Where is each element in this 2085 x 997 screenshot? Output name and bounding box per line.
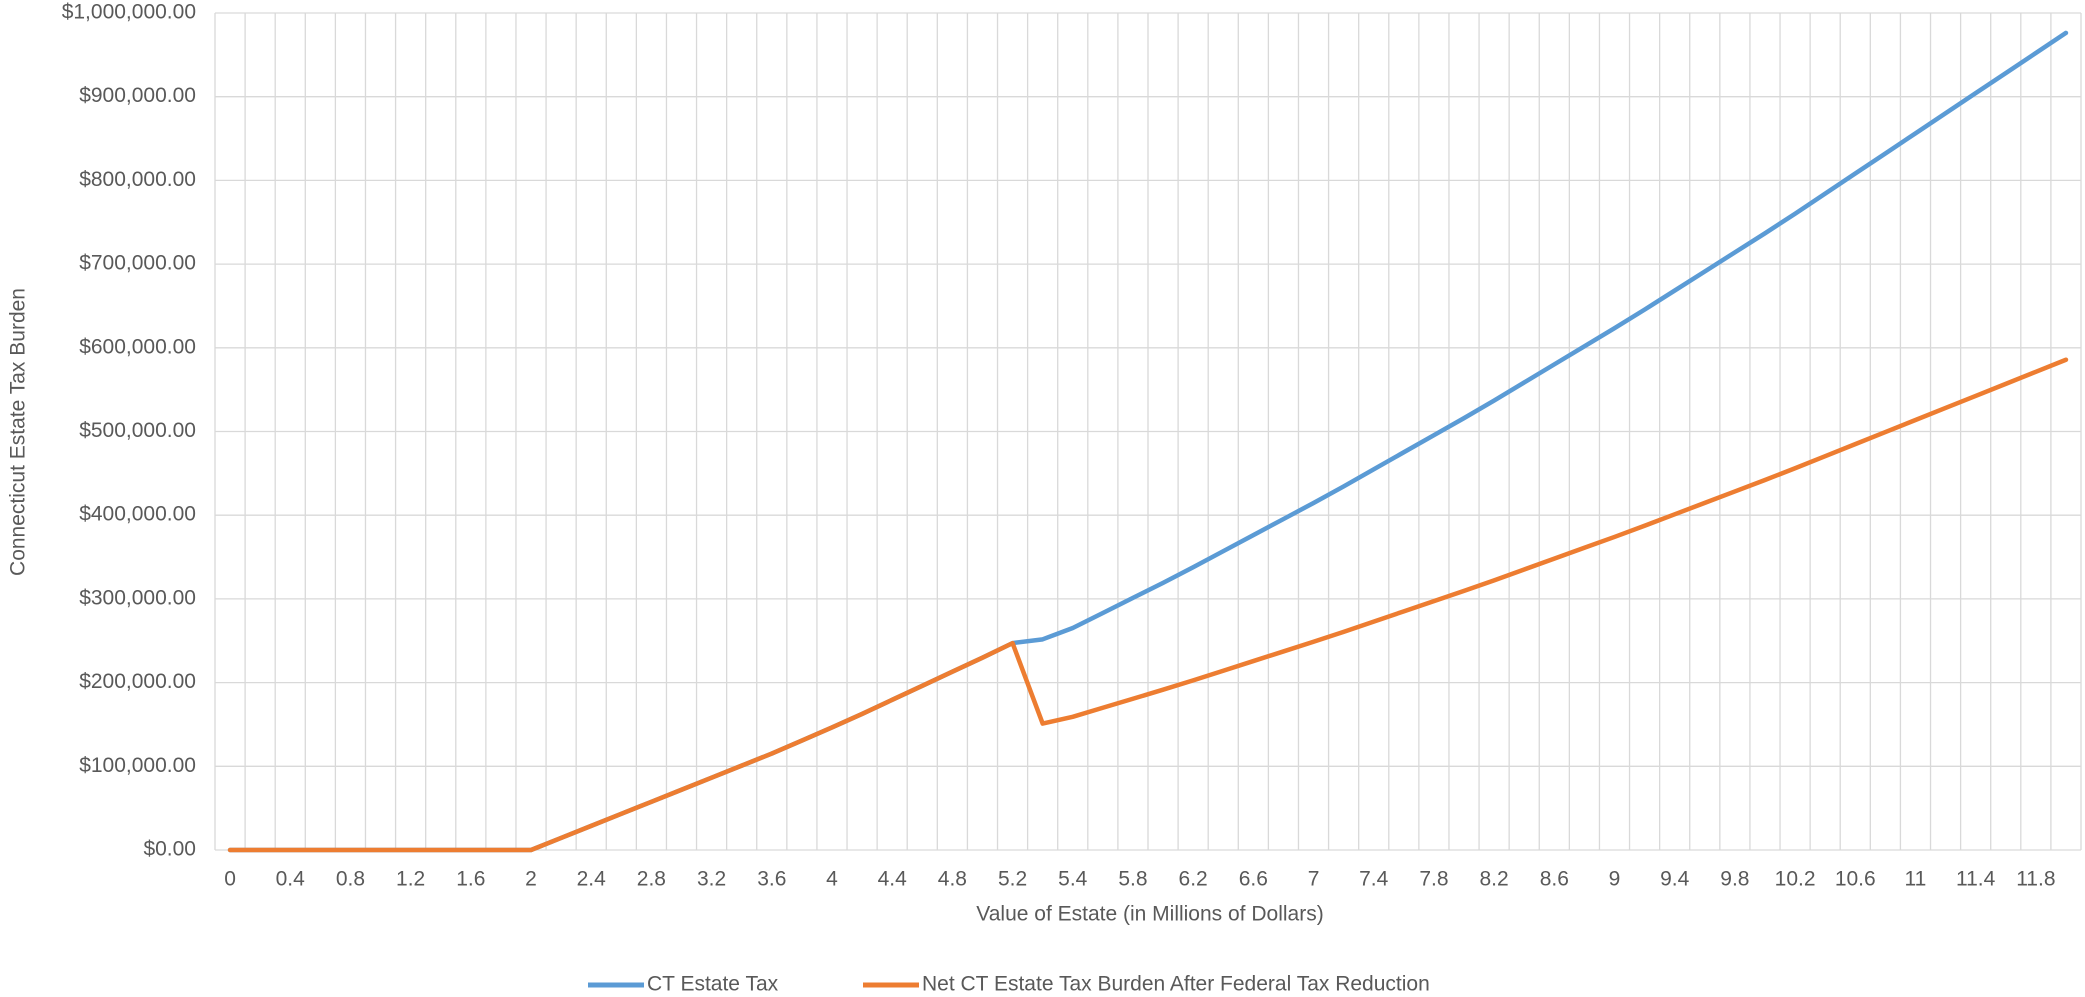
y-tick-label: $700,000.00	[79, 252, 196, 275]
y-tick-label: $1,000,000.00	[62, 1, 196, 24]
y-tick-label: $0.00	[143, 838, 196, 861]
x-tick-label: 8.2	[1480, 868, 1509, 891]
x-tick-label: 0.8	[336, 868, 365, 891]
x-tick-label: 4.8	[938, 868, 967, 891]
x-tick-label: 3.6	[757, 868, 786, 891]
x-tick-label: 2.8	[637, 868, 666, 891]
x-tick-label: 2	[525, 868, 537, 891]
x-tick-label: 10.2	[1775, 868, 1816, 891]
x-tick-label: 5.4	[1058, 868, 1088, 891]
x-tick-label: 3.2	[697, 868, 726, 891]
legend-label: Net CT Estate Tax Burden After Federal T…	[922, 973, 1430, 996]
y-tick-label: $200,000.00	[79, 670, 196, 693]
legend-label: CT Estate Tax	[647, 973, 779, 996]
x-tick-label: 6.2	[1179, 868, 1208, 891]
x-tick-label: 4	[826, 868, 838, 891]
x-tick-label: 9	[1609, 868, 1621, 891]
x-tick-label: 8.6	[1540, 868, 1569, 891]
x-tick-label: 4.4	[878, 868, 908, 891]
x-tick-label: 0	[224, 868, 236, 891]
x-tick-label: 7	[1308, 868, 1320, 891]
x-tick-label: 7.4	[1359, 868, 1389, 891]
y-tick-label: $600,000.00	[79, 335, 196, 358]
x-tick-label: 1.6	[456, 868, 485, 891]
x-tick-label: 11.8	[2016, 868, 2055, 891]
x-tick-label: 9.8	[1720, 868, 1749, 891]
y-tick-label: $300,000.00	[79, 586, 196, 609]
x-tick-label: 11.4	[1956, 868, 1996, 891]
x-axis-title: Value of Estate (in Millions of Dollars)	[976, 903, 1323, 926]
x-tick-label: 0.4	[276, 868, 306, 891]
x-tick-label: 5.8	[1118, 868, 1147, 891]
x-tick-label: 11	[1905, 868, 1927, 891]
y-tick-label: $900,000.00	[79, 84, 196, 107]
y-tick-label: $500,000.00	[79, 419, 196, 442]
x-tick-label: 5.2	[998, 868, 1027, 891]
x-tick-label: 1.2	[396, 868, 425, 891]
x-tick-label: 6.6	[1239, 868, 1268, 891]
x-tick-label: 10.6	[1835, 868, 1876, 891]
x-tick-label: 9.4	[1660, 868, 1690, 891]
x-tick-label: 2.4	[577, 868, 607, 891]
x-tick-label: 7.8	[1419, 868, 1448, 891]
y-tick-label: $400,000.00	[79, 503, 196, 526]
y-tick-label: $100,000.00	[79, 754, 196, 777]
y-axis-title: Connecticut Estate Tax Burden	[7, 288, 30, 576]
series-line	[227, 357, 2069, 853]
y-tick-label: $800,000.00	[79, 168, 196, 191]
